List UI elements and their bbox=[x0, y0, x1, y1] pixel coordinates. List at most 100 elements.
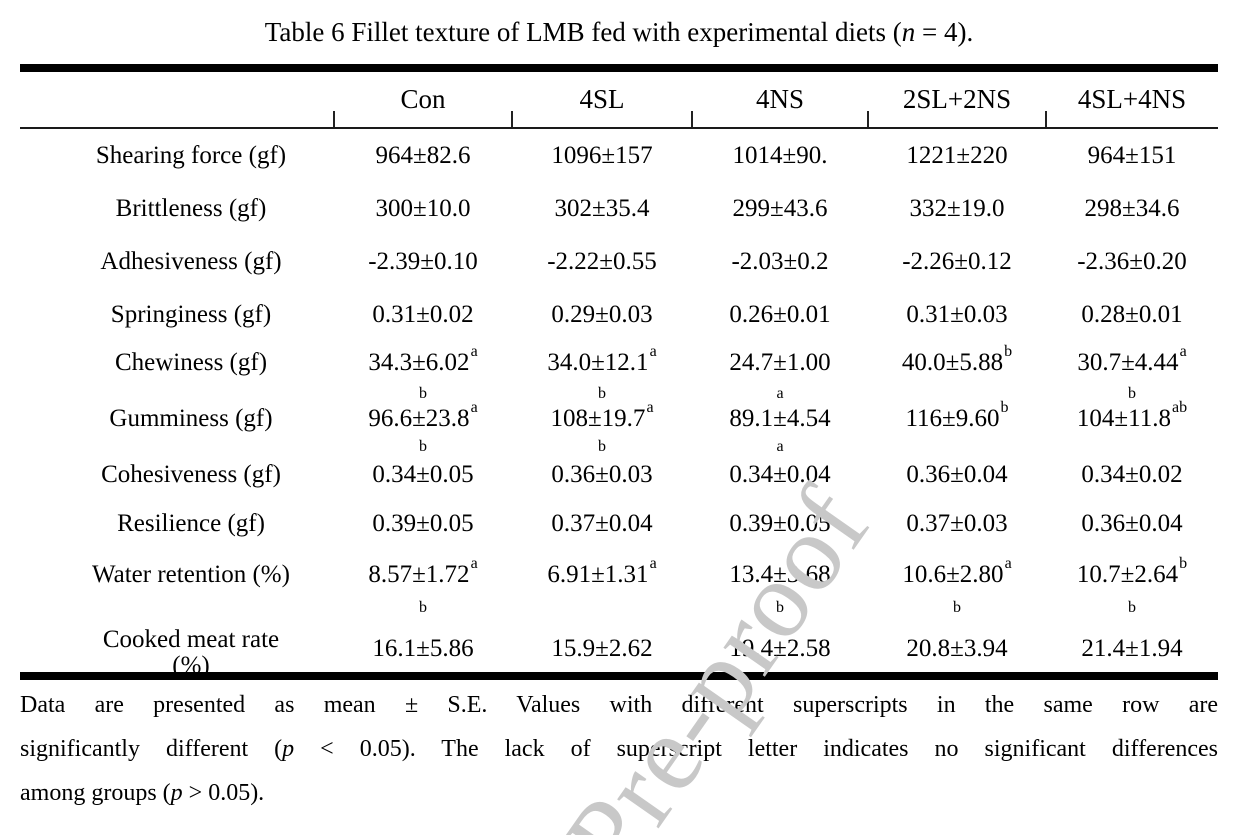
column-header-4sl: 4SL bbox=[579, 84, 625, 114]
row-label: Resilience (gf) bbox=[117, 509, 265, 537]
table-cell: -2.22±0.55 bbox=[547, 247, 657, 275]
row-label: Cooked meat rate (%) bbox=[102, 626, 280, 679]
superscript-letter: a bbox=[646, 398, 654, 416]
table-cell: 964±82.6 bbox=[375, 141, 471, 169]
table-title: Table 6 Fillet texture of LMB fed with e… bbox=[20, 10, 1218, 54]
table-cell: 964±151 bbox=[1087, 141, 1177, 169]
column-tick bbox=[691, 111, 693, 127]
wrapped-superscript: b bbox=[1128, 599, 1136, 612]
table-cell: 302±35.4 bbox=[554, 194, 650, 222]
table-row: Springiness (gf) 0.31±0.02 0.29±0.03 0.26±0… bbox=[20, 288, 1218, 341]
superscript-letter: ab bbox=[1171, 398, 1188, 416]
column-tick bbox=[1045, 111, 1047, 127]
table-cell: 13.4±3.68 bbox=[729, 560, 831, 588]
table-body: Shearing force (gf) 964±82.6 1096±157 1014±… bbox=[20, 129, 1218, 679]
wrapped-superscript: b bbox=[953, 599, 961, 612]
table-cell: 96.6±23.8 a bbox=[368, 398, 478, 432]
table-cell: 300±10.0 bbox=[375, 194, 471, 222]
table-cell: 0.36±0.03 bbox=[551, 460, 653, 488]
column-header-2sl2ns: 2SL+2NS bbox=[902, 84, 1012, 114]
superscript-letter: a bbox=[470, 554, 478, 572]
table-cell: 0.39±0.05 bbox=[372, 509, 474, 537]
column-header-blank bbox=[20, 72, 334, 127]
table-cell: 0.36±0.04 bbox=[906, 460, 1008, 488]
table-cell: 20.8±3.94 bbox=[906, 635, 1008, 662]
row-label: Shearing force (gf) bbox=[95, 141, 287, 169]
table-row: Shearing force (gf) 964±82.6 1096±157 1014±… bbox=[20, 129, 1218, 182]
table-cell: 8.57±1.72 a bbox=[368, 554, 478, 588]
table-row: Chewiness (gf) 34.3±6.02 a 34.0±12.1 a 24.7±1… bbox=[20, 341, 1218, 385]
wrapped-superscript: b bbox=[419, 599, 427, 612]
table-cell: 1221±220 bbox=[906, 141, 1008, 169]
wrapped-superscript: b bbox=[776, 599, 784, 612]
row-label: Adhesiveness (gf) bbox=[100, 247, 282, 275]
table-top-rule bbox=[20, 64, 1218, 72]
table-title-n-italic: n bbox=[901, 17, 916, 47]
table-cell: 0.39±0.05 bbox=[729, 509, 831, 537]
table-cell: -2.03±0.2 bbox=[731, 247, 829, 275]
superscript-letter: a bbox=[649, 554, 657, 572]
wrapped-superscript bbox=[512, 599, 692, 613]
table-row: Adhesiveness (gf) -2.39±0.10 -2.22±0.55 -2.… bbox=[20, 235, 1218, 288]
table-cell: 34.3±6.02 a bbox=[368, 343, 478, 376]
table-title-end: = 4). bbox=[915, 17, 974, 47]
table-cell: 1096±157 bbox=[551, 141, 653, 169]
row-label: Cohesiveness (gf) bbox=[101, 460, 281, 488]
column-header-4sl4ns: 4SL+4NS bbox=[1077, 84, 1187, 114]
wrapped-superscript: b bbox=[419, 438, 427, 451]
table-cell: 0.34±0.05 bbox=[372, 460, 474, 488]
table-cell: 89.1±4.54 bbox=[729, 404, 831, 432]
table-cell: 0.31±0.03 bbox=[906, 300, 1008, 328]
table-row: Gumminess (gf) 96.6±23.8 a 108±19.7 a 89.1±4.… bbox=[20, 399, 1218, 438]
table-cell: 21.4±1.94 bbox=[1081, 635, 1183, 662]
table-cell: 0.31±0.02 bbox=[372, 300, 474, 328]
row-label: Springiness (gf) bbox=[110, 300, 272, 328]
row-label: Brittleness (gf) bbox=[115, 194, 267, 222]
wrapped-superscript bbox=[868, 438, 1046, 452]
footnote-line-2-text: significantly different ( bbox=[20, 736, 283, 762]
wrapped-superscript bbox=[868, 385, 1046, 399]
table-cell: 0.37±0.03 bbox=[906, 509, 1008, 537]
wrapped-superscript: b bbox=[598, 385, 606, 398]
footnote-line-3: among groups (p > 0.05). bbox=[20, 778, 1218, 808]
table-cell: 15.9±2.62 bbox=[551, 635, 653, 662]
wrapped-superscript: b bbox=[1128, 385, 1136, 398]
wrapped-superscript: a bbox=[776, 385, 784, 398]
wrapped-superscript: b bbox=[598, 438, 606, 451]
table-cell: 0.28±0.01 bbox=[1081, 300, 1183, 328]
table-cell: 0.36±0.04 bbox=[1081, 509, 1183, 537]
table-cell: 0.29±0.03 bbox=[551, 300, 653, 328]
table-cell: 298±34.6 bbox=[1084, 194, 1180, 222]
footnote-line-3-end: > 0.05). bbox=[182, 780, 265, 806]
table-row: Brittleness (gf) 300±10.0 302±35.4 299±43.6… bbox=[20, 182, 1218, 235]
table-cell: -2.39±0.10 bbox=[368, 247, 478, 275]
footnote-line-2: significantly different (p < 0.05). The … bbox=[20, 734, 1218, 764]
table-row: Water retention (%) 8.57±1.72 a 6.91±1.31 a 1… bbox=[20, 550, 1218, 599]
superscript-letter: b bbox=[1000, 398, 1009, 416]
table-cell: 332±19.0 bbox=[909, 194, 1005, 222]
table-cell: 10.6±2.80 a bbox=[902, 554, 1012, 588]
column-tick bbox=[333, 111, 335, 127]
table-cell: 104±11.8 ab bbox=[1076, 398, 1188, 432]
table-cell: 0.34±0.02 bbox=[1081, 460, 1183, 488]
header-separator-rule bbox=[20, 127, 1218, 129]
footnote-p-italic: p bbox=[282, 736, 295, 762]
row-label: Gumminess (gf) bbox=[109, 404, 273, 432]
column-header-con: Con bbox=[400, 84, 446, 114]
row-label: Water retention (%) bbox=[92, 560, 290, 588]
superscript-letter: a bbox=[470, 343, 478, 360]
table-cell: 10.7±2.64 b bbox=[1076, 554, 1188, 588]
column-header-4ns: 4NS bbox=[755, 84, 804, 114]
column-tick bbox=[511, 111, 513, 127]
table-cell: 30.7±4.44 a bbox=[1077, 343, 1187, 376]
wrapped-superscript: b bbox=[419, 385, 427, 398]
superscript-letter: a bbox=[1179, 343, 1187, 360]
wrapped-superscript: a bbox=[776, 438, 784, 451]
footnote-p-italic: p bbox=[170, 780, 183, 806]
table-title-text: Table 6 Fillet texture of LMB fed with e… bbox=[264, 17, 902, 47]
superscript-letter: a bbox=[470, 398, 478, 416]
